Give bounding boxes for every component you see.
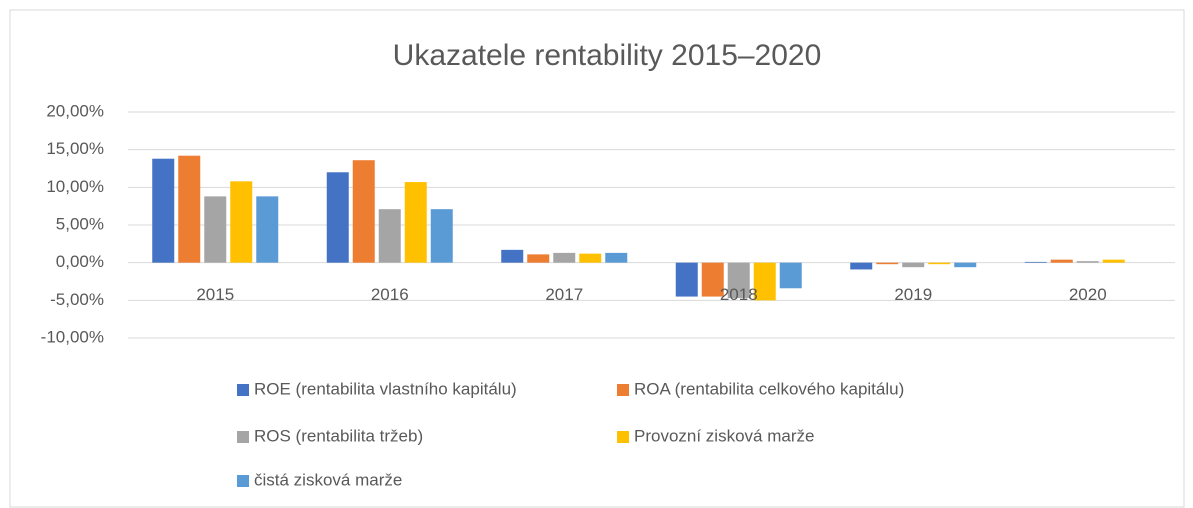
bar [605, 252, 628, 263]
legend-swatch [237, 384, 249, 396]
bar [928, 262, 951, 265]
bar [1102, 259, 1125, 263]
legend-label: čistá zisková marže [254, 470, 402, 489]
legend-swatch [617, 431, 629, 443]
chart-title: Ukazatele rentability 2015–2020 [393, 39, 822, 72]
bar [1050, 259, 1073, 263]
x-tick-label: 2019 [894, 285, 932, 304]
bar [404, 182, 427, 263]
bar [753, 262, 776, 301]
bar [204, 196, 227, 263]
bar [501, 249, 524, 263]
bar [256, 196, 279, 263]
legend-label: ROE (rentabilita vlastního kapitálu) [254, 379, 517, 398]
y-tick-label: 15,00% [46, 139, 104, 158]
bar [579, 253, 602, 263]
legend-swatch [237, 431, 249, 443]
bar [553, 252, 576, 263]
bar [378, 209, 401, 263]
y-tick-label: 0,00% [56, 252, 104, 271]
bar [675, 262, 698, 297]
x-tick-label: 2017 [545, 285, 583, 304]
bar [902, 262, 925, 268]
bar [954, 262, 977, 268]
bar [779, 262, 802, 289]
bar [326, 172, 349, 263]
bar [352, 160, 375, 263]
bar [152, 158, 175, 263]
x-tick-label: 2020 [1069, 285, 1107, 304]
y-tick-label: 20,00% [46, 101, 104, 120]
bar [876, 262, 899, 265]
y-tick-label: 5,00% [56, 214, 104, 233]
x-tick-label: 2015 [196, 285, 234, 304]
bar [230, 181, 253, 263]
x-tick-label: 2018 [720, 285, 758, 304]
bar [178, 155, 201, 263]
legend-label: Provozní zisková marže [634, 426, 814, 445]
legend-swatch [237, 475, 249, 487]
y-tick-label: -5,00% [50, 290, 104, 309]
legend-label: ROS (rentabilita tržeb) [254, 426, 423, 445]
bar [527, 254, 550, 263]
y-tick-label: 10,00% [46, 177, 104, 196]
bar [1024, 261, 1047, 263]
legend-label: ROA (rentabilita celkového kapitálu) [634, 379, 904, 398]
bar [701, 262, 724, 297]
x-tick-label: 2016 [371, 285, 409, 304]
bar [1076, 261, 1099, 263]
bar [850, 262, 873, 270]
y-tick-label: -10,00% [41, 327, 104, 346]
legend-swatch [617, 384, 629, 396]
bar [430, 209, 453, 263]
bar [727, 262, 750, 299]
